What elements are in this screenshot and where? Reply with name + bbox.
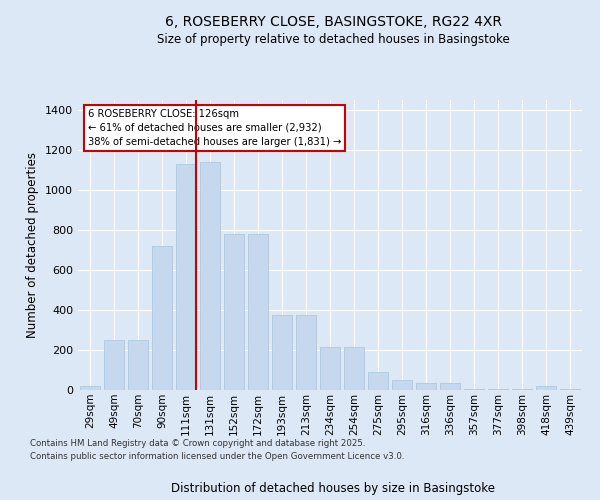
Bar — [488, 389, 508, 390]
Text: Contains public sector information licensed under the Open Government Licence v3: Contains public sector information licen… — [30, 452, 404, 461]
Bar — [104, 340, 124, 390]
Bar — [152, 246, 172, 390]
Bar — [392, 380, 412, 390]
Bar — [224, 234, 244, 390]
Text: 6, ROSEBERRY CLOSE, BASINGSTOKE, RG22 4XR: 6, ROSEBERRY CLOSE, BASINGSTOKE, RG22 4X… — [164, 15, 502, 29]
Bar — [560, 389, 580, 390]
Bar — [296, 315, 316, 390]
Bar — [248, 234, 268, 390]
Bar — [200, 162, 220, 390]
Bar — [464, 389, 484, 390]
Text: Distribution of detached houses by size in Basingstoke: Distribution of detached houses by size … — [171, 482, 495, 495]
Bar — [440, 384, 460, 390]
Bar — [272, 315, 292, 390]
Bar — [344, 347, 364, 390]
Text: Size of property relative to detached houses in Basingstoke: Size of property relative to detached ho… — [157, 32, 509, 46]
Text: Contains HM Land Registry data © Crown copyright and database right 2025.: Contains HM Land Registry data © Crown c… — [30, 438, 365, 448]
Bar — [536, 386, 556, 390]
Bar — [176, 164, 196, 390]
Bar — [416, 384, 436, 390]
Bar — [512, 389, 532, 390]
Bar — [368, 372, 388, 390]
Text: 6 ROSEBERRY CLOSE: 126sqm
← 61% of detached houses are smaller (2,932)
38% of se: 6 ROSEBERRY CLOSE: 126sqm ← 61% of detac… — [88, 108, 341, 146]
Bar — [128, 340, 148, 390]
Bar — [320, 347, 340, 390]
Y-axis label: Number of detached properties: Number of detached properties — [26, 152, 40, 338]
Bar — [80, 386, 100, 390]
